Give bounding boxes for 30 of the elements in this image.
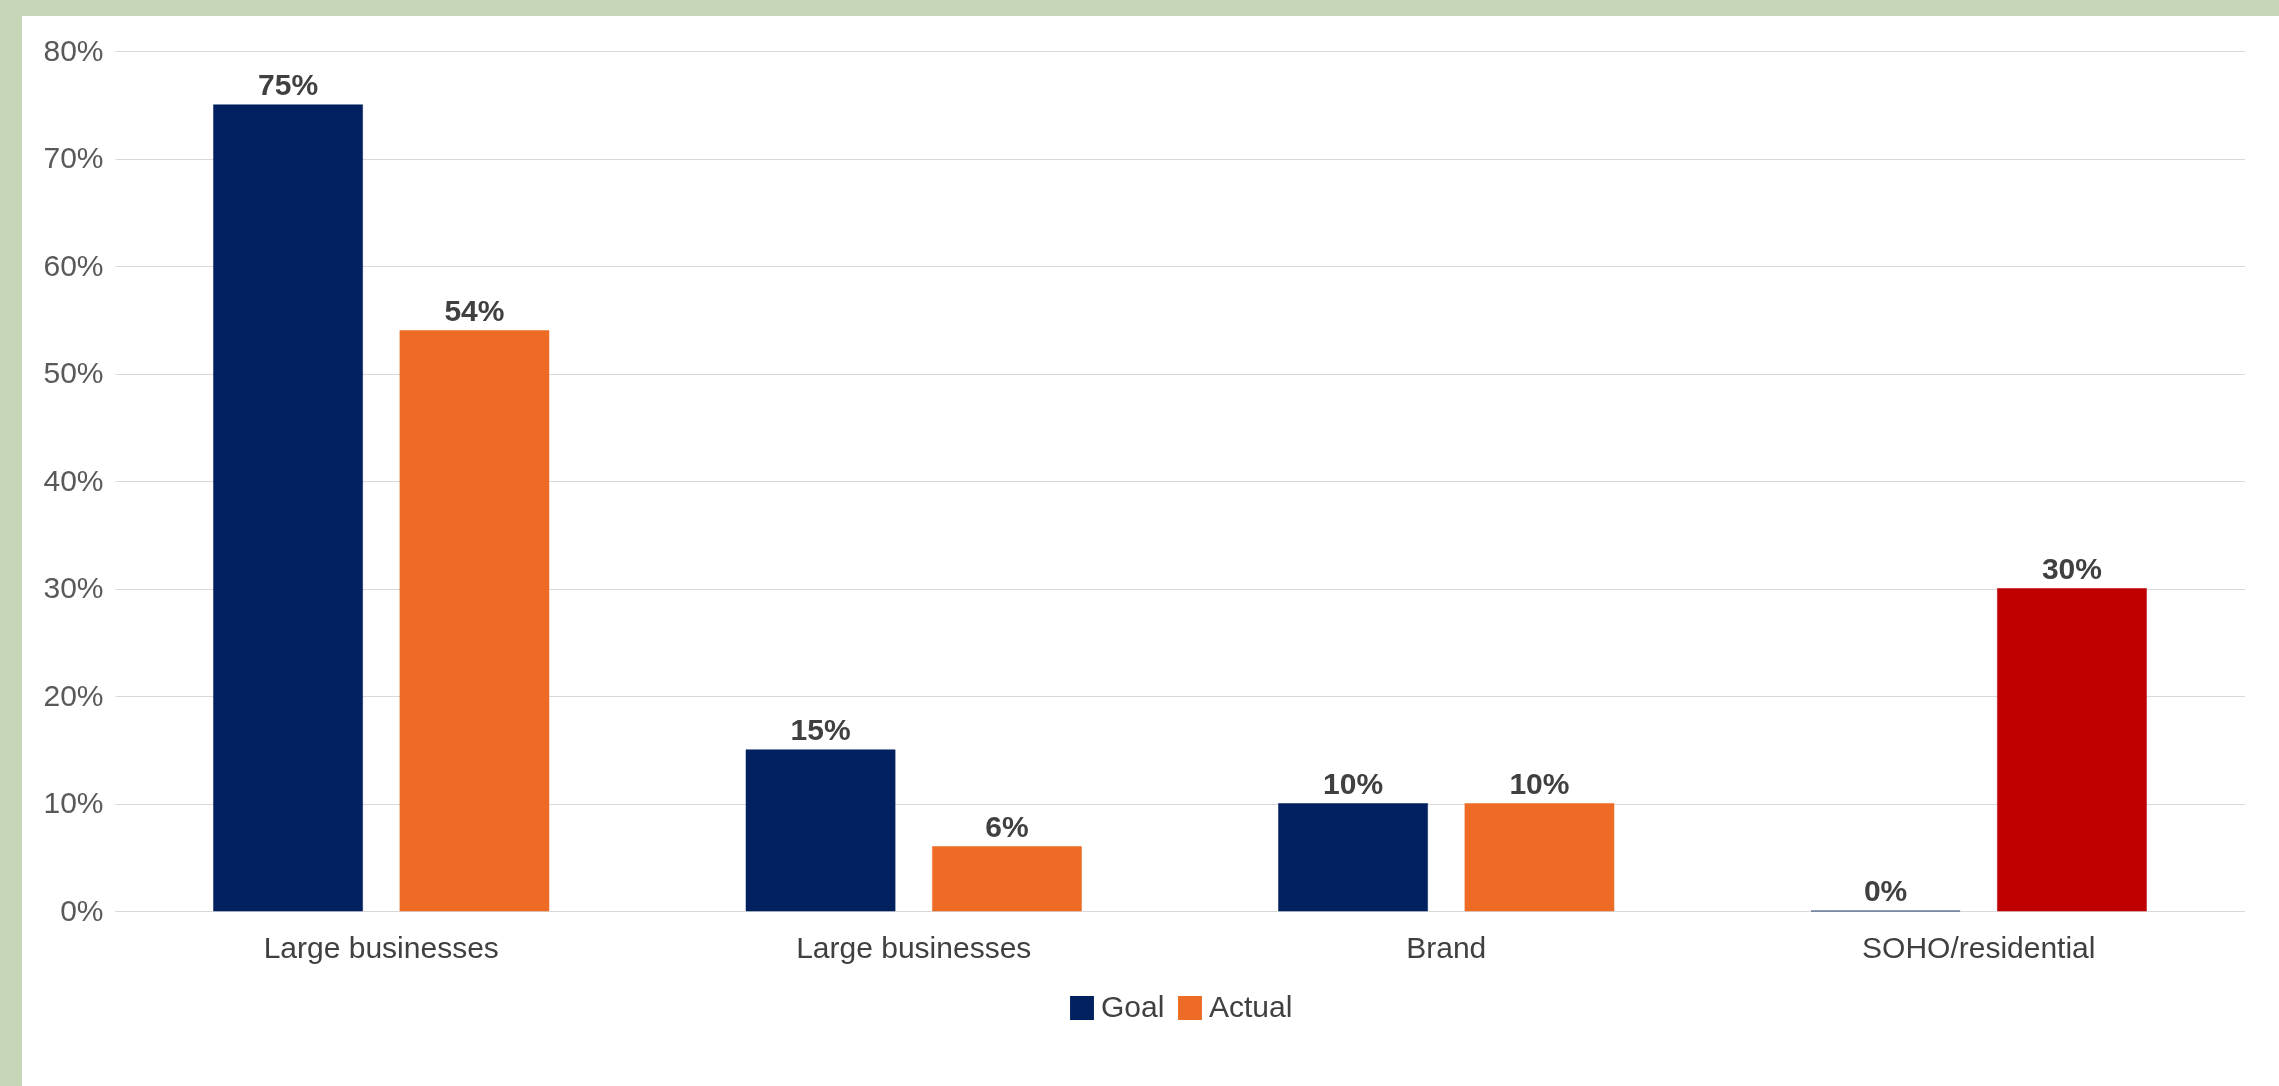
bar [213, 104, 363, 912]
bar [745, 749, 896, 912]
y-tick-label: 80% [43, 33, 104, 67]
y-tick-label: 30% [43, 571, 104, 604]
y-tick-label: 60% [43, 248, 104, 282]
data-label: 30% [2041, 551, 2102, 585]
y-tick-label: 10% [43, 786, 104, 819]
data-label: 0% [1863, 874, 1908, 907]
bar [1278, 803, 1428, 912]
y-tick-label: 70% [43, 141, 104, 174]
legend-label: Goal [1101, 990, 1165, 1023]
y-tick-label: 0% [60, 893, 104, 927]
y-tick-label: 20% [43, 678, 104, 712]
data-label: 6% [985, 809, 1029, 843]
data-label: 10% [1509, 766, 1570, 800]
bar [932, 846, 1082, 912]
x-tick-label: Large businesses [796, 930, 1032, 964]
y-tick-label: 50% [43, 356, 104, 389]
data-label: 75% [258, 67, 319, 101]
x-tick-label: Brand [1406, 930, 1487, 964]
bar [1997, 588, 2147, 912]
data-label: 15% [790, 712, 851, 746]
data-label: 54% [444, 293, 505, 327]
x-tick-label: SOHO/residential [1862, 930, 2096, 964]
legend-label: Actual [1209, 990, 1293, 1023]
bar [1464, 803, 1615, 912]
x-tick-label: Large businesses [263, 930, 499, 964]
y-tick-label: 40% [43, 463, 104, 497]
data-label: 10% [1323, 766, 1384, 800]
bar [399, 330, 550, 912]
